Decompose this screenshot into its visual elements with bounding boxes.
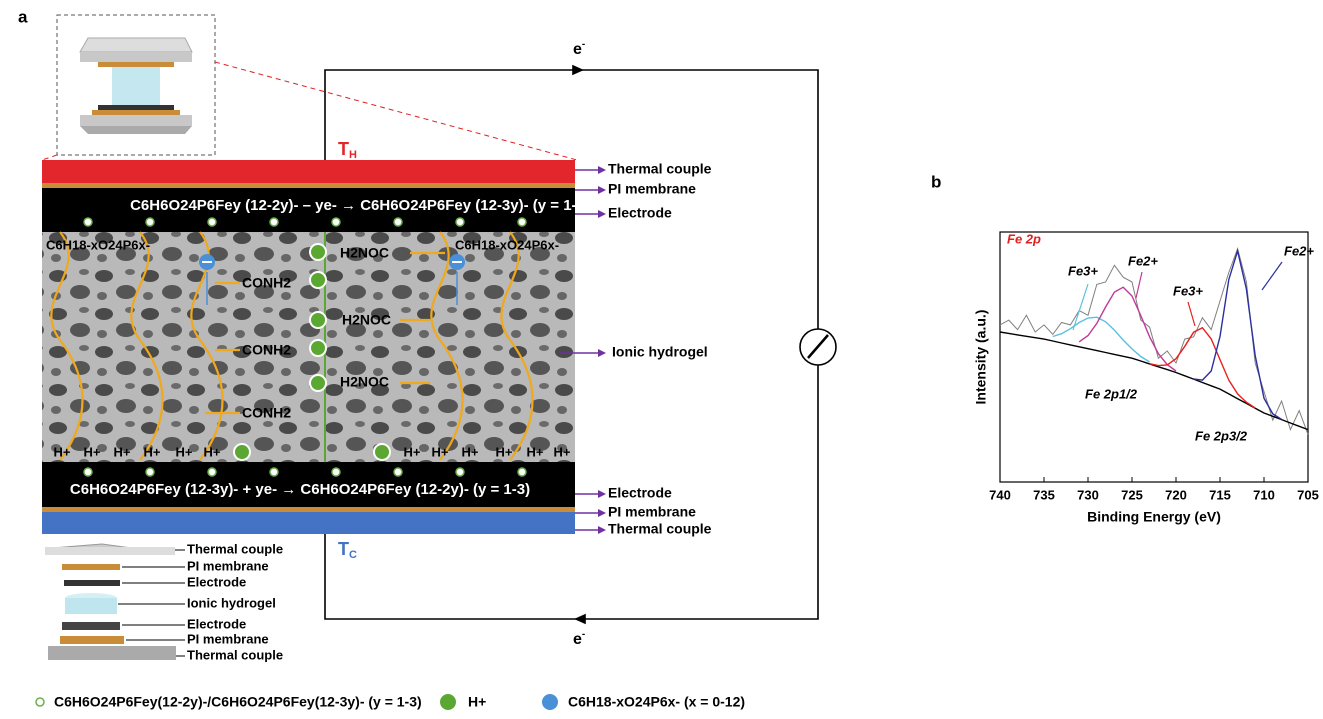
- t-main: T: [338, 539, 349, 559]
- x-tick-label: 715: [1209, 487, 1231, 502]
- legend-icon: [36, 698, 44, 706]
- stack-label: Thermal couple: [187, 647, 283, 662]
- layer-label: Thermal couple: [608, 521, 712, 537]
- layer-label: Electrode: [608, 205, 672, 221]
- electron-label: e-: [573, 629, 585, 649]
- arrow-head: [598, 509, 606, 517]
- anion-label: C6H18-xO24P6x-: [455, 237, 559, 252]
- exploded-stack: [45, 544, 185, 660]
- stack-label: Electrode: [187, 616, 246, 631]
- y-axis-label: Intensity (a.u.): [973, 310, 989, 405]
- xps-chart: 740 735 730 725 720 715 710 705 Binding Energy (…: [973, 231, 1319, 524]
- equation: C6H6O24P6Fey (12-3y)- + ye- → C6H6O24P6F…: [70, 481, 530, 498]
- amide-label: CONH2: [242, 275, 291, 291]
- electron-sup: -: [582, 39, 585, 50]
- layer-label: Ionic hydrogel: [612, 344, 708, 360]
- stack-label: Electrode: [187, 574, 246, 589]
- layer-label: PI membrane: [608, 181, 696, 197]
- annotation: Fe 2p1/2: [1085, 386, 1138, 401]
- legend-text: C6H18-xO24P6x- (x = 0-12): [568, 694, 745, 710]
- proton-label: H+: [176, 444, 193, 459]
- amide-label: H2NOC: [342, 312, 391, 328]
- hot-label: TH: [338, 139, 357, 161]
- arrow-head: [598, 349, 606, 357]
- proton-label: H+: [114, 444, 131, 459]
- stack-label: PI membrane: [187, 631, 269, 646]
- annotation: Fe2+: [1284, 243, 1314, 258]
- series-line: [1079, 287, 1176, 371]
- annotation: Fe3+: [1173, 283, 1203, 298]
- amide-label: H2NOC: [340, 374, 389, 390]
- proton-label: H+: [554, 444, 571, 459]
- proton-label: H+: [527, 444, 544, 459]
- series-line: [1000, 249, 1308, 435]
- annotation-arrow: [1073, 284, 1088, 330]
- stack-label: PI membrane: [187, 558, 269, 573]
- electron-e: e: [573, 631, 582, 648]
- cold-label: TC: [338, 539, 357, 561]
- layer-label: Electrode: [608, 485, 672, 501]
- annotation: Fe3+: [1068, 263, 1098, 278]
- amide-label: H2NOC: [340, 245, 389, 261]
- annotation: Fe 2p: [1007, 231, 1041, 246]
- series-line: [1150, 328, 1256, 408]
- annotation-arrow: [1262, 262, 1282, 290]
- t-main: T: [338, 139, 349, 159]
- x-tick-label: 725: [1121, 487, 1143, 502]
- stack-label: Ionic hydrogel: [187, 595, 276, 610]
- arrow-head: [598, 166, 606, 174]
- equation: C6H6O24P6Fey (12-2y)- – ye- → C6H6O24P6F…: [130, 197, 590, 214]
- legend-text: C6H6O24P6Fey(12-2y)-/C6H6O24P6Fey(12-3y)…: [54, 694, 422, 710]
- panel-label: a: [18, 7, 28, 26]
- arrow-head: [598, 210, 606, 218]
- proton-label: H+: [462, 444, 479, 459]
- proton-label: H+: [54, 444, 71, 459]
- figure: a b e- e-: [0, 0, 1323, 719]
- electron-label: e-: [573, 39, 585, 59]
- legend-icon: [440, 694, 456, 710]
- arrow-head: [598, 186, 606, 194]
- anion-label: C6H18-xO24P6x-: [46, 237, 150, 252]
- t-sub: C: [349, 549, 357, 561]
- t-sub: H: [349, 149, 357, 161]
- proton-label: H+: [84, 444, 101, 459]
- arrow-head: [598, 526, 606, 534]
- arrow-head: [598, 490, 606, 498]
- annotation-arrow: [1136, 272, 1142, 298]
- electron-sup: -: [582, 629, 585, 640]
- amide-label: CONH2: [242, 405, 291, 421]
- x-tick-label: 740: [989, 487, 1011, 502]
- x-tick-label: 710: [1253, 487, 1275, 502]
- x-tick-label: 705: [1297, 487, 1319, 502]
- legend-text: H+: [468, 694, 486, 710]
- electron-e: e: [573, 41, 582, 58]
- proton-label: H+: [204, 444, 221, 459]
- proton-label: H+: [144, 444, 161, 459]
- x-tick-label: 730: [1077, 487, 1099, 502]
- panel-label: b: [931, 172, 941, 191]
- annotation: Fe2+: [1128, 253, 1158, 268]
- stack-label: Thermal couple: [187, 541, 283, 556]
- proton-label: H+: [404, 444, 421, 459]
- x-tick-label: 720: [1165, 487, 1187, 502]
- annotation: Fe 2p3/2: [1195, 428, 1248, 443]
- proton-label: H+: [432, 444, 449, 459]
- layer-label: PI membrane: [608, 504, 696, 520]
- annotation-arrow: [1188, 302, 1195, 326]
- layer-label: Thermal couple: [608, 161, 712, 177]
- plot-frame: [1000, 232, 1308, 482]
- device-inset: [42, 15, 577, 160]
- x-tick-label: 735: [1033, 487, 1055, 502]
- proton-label: H+: [496, 444, 513, 459]
- legend-icon: [542, 694, 558, 710]
- amide-label: CONH2: [242, 342, 291, 358]
- x-axis-label: Binding Energy (eV): [1087, 509, 1221, 525]
